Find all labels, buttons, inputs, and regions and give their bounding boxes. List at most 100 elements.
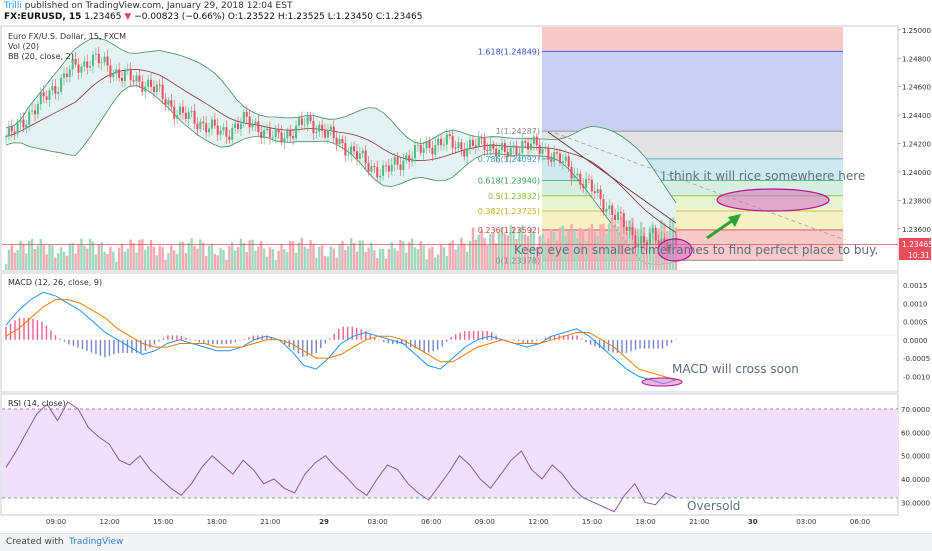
volume-bar xyxy=(436,254,440,270)
candle-body xyxy=(399,164,402,170)
volume-bar xyxy=(274,259,277,270)
candle-body xyxy=(326,130,329,138)
macd-axis[interactable]: 0.0015 0.0010 0.0005 0.0000 -0.0005 -0.0010 xyxy=(903,282,930,381)
macd-hist-bar xyxy=(598,339,601,348)
price-tick: 1.24400 xyxy=(902,112,931,120)
dashed-projection-line[interactable] xyxy=(554,132,846,241)
volume-bar xyxy=(207,245,211,270)
candle-body xyxy=(176,115,179,119)
candle-body xyxy=(22,119,25,128)
macd-hist-bar xyxy=(176,335,178,340)
candle-body xyxy=(245,111,248,117)
candle-body xyxy=(451,136,454,148)
volume-bar xyxy=(341,241,344,270)
volume-bar xyxy=(564,235,567,270)
volume-bar xyxy=(349,238,353,270)
volume-bar xyxy=(80,238,83,270)
volume-bar xyxy=(460,238,463,270)
macd-hist-bar xyxy=(45,325,48,340)
candle-body xyxy=(123,70,126,82)
volume-bar xyxy=(59,247,63,270)
volume-bar xyxy=(558,227,562,270)
volume-bar xyxy=(120,243,124,270)
candle-body xyxy=(286,130,289,139)
macd-hist-bar xyxy=(162,338,165,340)
volume-bar xyxy=(483,238,486,270)
volume-bar xyxy=(164,259,167,270)
candle-body xyxy=(654,227,657,241)
volume-bar xyxy=(123,251,127,270)
macd-hist-bar xyxy=(50,330,52,340)
candle-body xyxy=(266,128,269,131)
candle-body xyxy=(5,136,7,138)
candle-body xyxy=(193,110,196,124)
trend-line[interactable] xyxy=(547,131,677,224)
macd-hist-bar xyxy=(342,326,344,340)
candle-body xyxy=(248,116,251,128)
tradingview-logo[interactable]: TradingView xyxy=(69,537,124,547)
last-price: 1.23465 xyxy=(84,12,122,22)
candle-body xyxy=(529,143,532,150)
author-link[interactable]: Trilli xyxy=(4,1,22,11)
macd-hist-bar xyxy=(356,327,358,340)
volume-bar xyxy=(228,245,231,270)
volume-bar xyxy=(36,245,40,270)
macd-pane[interactable] xyxy=(0,272,899,393)
bb-legend: BB (20, close, 2) xyxy=(8,52,74,61)
volume-bar xyxy=(506,235,509,270)
candle-body xyxy=(579,173,582,185)
candle-body xyxy=(648,232,651,245)
volume-bar xyxy=(451,240,454,270)
candle-body xyxy=(181,106,184,113)
candle-body xyxy=(390,164,393,172)
price-axis[interactable]: 1.25000 1.24800 1.24600 1.24400 1.24200 1.240… xyxy=(898,27,931,234)
volume-bar xyxy=(219,248,222,270)
candle-body xyxy=(599,189,602,200)
candle-body xyxy=(187,112,190,119)
time-axis[interactable]: 09:00 12:00 15:00 18:00 21:00 29 03:00 06:00 09:… xyxy=(46,518,870,526)
green-arrow[interactable] xyxy=(706,214,741,240)
candle-body xyxy=(651,227,654,233)
macd-hist-bar xyxy=(288,339,290,348)
macd-hist-bar xyxy=(329,338,331,340)
macd-hist-bar xyxy=(36,320,39,340)
rsi-axis[interactable]: 70.0000 60.0000 50.0000 40.0000 30.0000 xyxy=(901,406,930,507)
macd-hist-bar xyxy=(670,339,673,343)
macd-hist-bar xyxy=(625,339,628,353)
candle-body xyxy=(460,142,463,150)
volume-bar xyxy=(631,218,634,270)
volume-bar xyxy=(492,233,495,270)
macd-hist-bar xyxy=(468,331,470,340)
change-value: −0.00823 (−0.66%) xyxy=(134,12,225,22)
last-price-tag-text: 1.23465 xyxy=(902,240,932,249)
macd-ellipse[interactable] xyxy=(641,377,683,387)
candle-body xyxy=(660,238,663,245)
volume-bar xyxy=(503,233,507,270)
candle-body xyxy=(219,130,222,135)
candle-body xyxy=(657,240,660,245)
volume-bar xyxy=(57,253,60,270)
candle-body xyxy=(347,154,350,156)
fib-zone-top xyxy=(542,27,843,52)
macd-hist-bar xyxy=(567,335,569,340)
macd-hist-bar xyxy=(171,335,174,340)
target-ellipse[interactable] xyxy=(716,188,830,212)
volume-bar xyxy=(387,248,391,270)
candle-body xyxy=(242,111,245,124)
candle-body xyxy=(370,165,373,172)
bottom-ellipse[interactable] xyxy=(657,238,693,262)
candle-body xyxy=(506,151,509,158)
volume-bar xyxy=(33,248,37,270)
fib-level-label: 0.5(1.23832) xyxy=(488,192,540,201)
candle-body xyxy=(144,86,147,92)
candle-body xyxy=(495,148,498,157)
candle-body xyxy=(593,191,596,193)
volume-bar xyxy=(465,251,469,270)
candle-body xyxy=(477,137,480,147)
candle-body xyxy=(237,123,240,130)
fib-level-label: 0.236(1.23592) xyxy=(478,226,540,235)
time-tick: 09:00 xyxy=(475,518,495,526)
macd-hist-bar xyxy=(517,339,520,342)
candle-body xyxy=(28,111,31,125)
